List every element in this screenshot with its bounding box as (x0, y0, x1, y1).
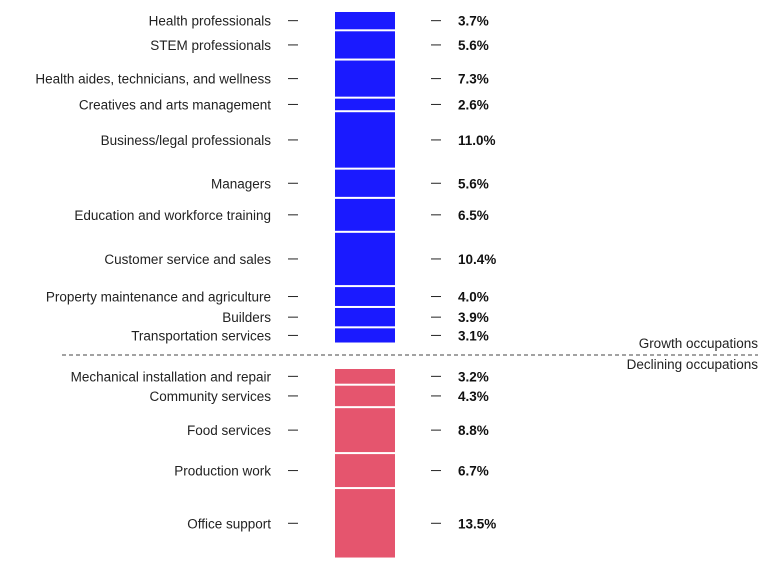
bar-segment (335, 385, 395, 407)
value-label: 13.5% (458, 516, 496, 531)
value-label: 3.2% (458, 369, 489, 384)
category-label: Customer service and sales (104, 252, 271, 267)
category-label: Health professionals (149, 14, 272, 29)
declining-group-label: Declining occupations (627, 357, 759, 372)
bar-segment (335, 408, 395, 453)
category-label: Mechanical installation and repair (71, 369, 272, 384)
value-label: 3.1% (458, 328, 489, 343)
value-label: 6.7% (458, 464, 489, 479)
value-label: 11.0% (458, 133, 496, 148)
category-label: Health aides, technicians, and wellness (35, 72, 271, 87)
value-label: 6.5% (458, 208, 489, 223)
value-label: 4.3% (458, 389, 489, 404)
value-labels: 3.7% 5.6% 7.3% 2.6% 11.0% 5.6% 6.5% 10.4% 4.0% 3.… (431, 14, 496, 531)
category-label: Production work (174, 464, 271, 479)
bar-segments (335, 12, 395, 558)
bar-segment (335, 112, 395, 168)
category-label: Property maintenance and agriculture (46, 290, 271, 305)
value-label: 3.9% (458, 310, 489, 325)
value-label: 2.6% (458, 97, 489, 112)
bar-segment (335, 169, 395, 197)
category-label: Community services (149, 389, 271, 404)
bar-segment (335, 369, 395, 384)
category-label: Managers (211, 176, 271, 191)
bar-segment (335, 98, 395, 111)
bar-segment (335, 198, 395, 231)
category-label: Office support (187, 516, 271, 531)
bar-segment (335, 489, 395, 558)
category-label: Food services (187, 423, 271, 438)
category-label: Builders (222, 310, 271, 325)
category-label: Creatives and arts management (79, 97, 271, 112)
category-label: Business/legal professionals (101, 133, 272, 148)
growth-group-label: Growth occupations (639, 336, 759, 351)
bar-segment (335, 287, 395, 306)
bar-segment (335, 60, 395, 97)
category-labels: Health professionals STEM professionals He… (35, 14, 298, 531)
value-label: 4.0% (458, 290, 489, 305)
bar-segment (335, 12, 395, 30)
value-label: 3.7% (458, 14, 489, 29)
value-label: 5.6% (458, 176, 489, 191)
value-label: 5.6% (458, 38, 489, 53)
value-label: 10.4% (458, 252, 496, 267)
bar-segment (335, 328, 395, 343)
value-label: 7.3% (458, 72, 489, 87)
bar-segment (335, 307, 395, 327)
category-label: Education and workforce training (74, 208, 271, 223)
category-label: Transportation services (131, 328, 271, 343)
bar-segment (335, 454, 395, 488)
category-label: STEM professionals (150, 38, 271, 53)
bar-segment (335, 31, 395, 59)
bar-segment (335, 232, 395, 286)
value-label: 8.8% (458, 423, 489, 438)
